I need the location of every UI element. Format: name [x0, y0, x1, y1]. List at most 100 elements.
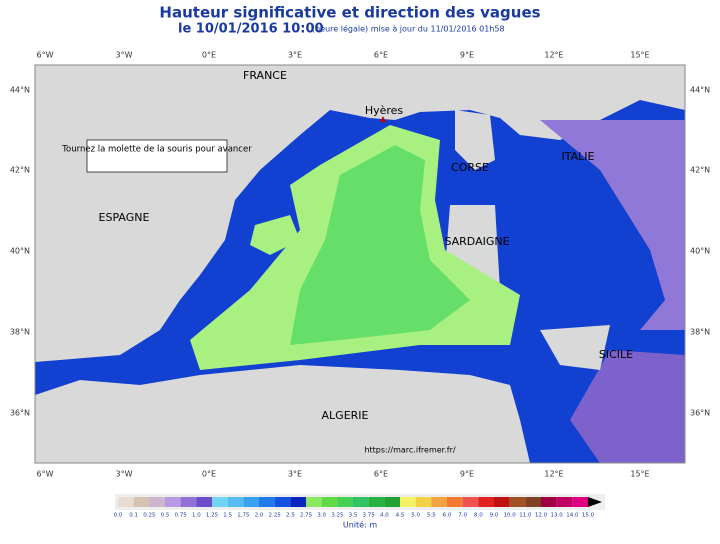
- legend-label: 7.0: [458, 513, 467, 519]
- legend-swatch: [431, 497, 447, 507]
- lon-label: 3°E: [288, 51, 302, 60]
- legend-label: 2.75: [300, 513, 313, 519]
- lat-label: 42°N: [690, 166, 710, 175]
- note: Tournez la molette de la souris pour ava…: [61, 145, 252, 155]
- legend-label: 10.0: [504, 513, 517, 519]
- legend-label: 0.1: [129, 513, 138, 519]
- legend-label: 3.75: [363, 513, 376, 519]
- legend-label: 0.25: [143, 513, 156, 519]
- lon-label: 9°E: [460, 51, 474, 60]
- ionian: [570, 350, 685, 463]
- lat-label: 38°N: [690, 328, 710, 337]
- legend-swatch: [118, 497, 134, 507]
- legend-swatch: [243, 497, 259, 507]
- place-label: CORSE: [451, 161, 489, 174]
- lat-label: 36°N: [10, 409, 30, 418]
- legend-label: 0.0: [114, 513, 123, 519]
- title: Hauteur significative et direction des v…: [159, 4, 540, 22]
- legend-arrow: [588, 497, 602, 507]
- lat-label: 44°N: [10, 86, 30, 95]
- land-north: [35, 65, 685, 362]
- lon-label: 0°E: [202, 470, 216, 479]
- map-frame: [34, 64, 686, 464]
- legend-swatch: [321, 497, 338, 507]
- hyeres-marker: [380, 116, 386, 122]
- legend-label: 3.5: [349, 513, 358, 519]
- lon-label: 12°E: [544, 470, 563, 479]
- legend-swatch: [165, 497, 181, 507]
- legend-label: 5.0: [411, 513, 420, 519]
- source: https://marc.ifremer.fr/: [364, 446, 455, 455]
- legend-label: 1.25: [206, 513, 219, 519]
- lon-label: 3°W: [116, 51, 133, 60]
- legend-label: 9.0: [490, 513, 499, 519]
- date: le 10/01/2016 10:00: [178, 22, 324, 37]
- legend-swatch: [541, 497, 557, 507]
- legend-swatch: [494, 497, 510, 507]
- lon-label: 6°E: [374, 51, 388, 60]
- lat-label: 40°N: [10, 247, 30, 256]
- lat-label: 38°N: [10, 328, 30, 337]
- legend-label: 3.25: [331, 513, 344, 519]
- legend-label: 5.5: [427, 513, 436, 519]
- legend-swatch: [306, 497, 322, 507]
- wave-west: [250, 215, 300, 255]
- lon-label: 6°E: [374, 470, 388, 479]
- legend-label: 4.5: [396, 513, 405, 519]
- corse: [455, 110, 495, 170]
- legend-label: 1.5: [223, 513, 232, 519]
- tyrrhenian-east: [540, 120, 685, 330]
- lon-label: 15°E: [630, 51, 649, 60]
- lon-label: 3°W: [116, 470, 133, 479]
- legend-label: 3.0: [317, 513, 326, 519]
- place-label: ALGERIE: [322, 409, 369, 422]
- legend-swatch: [196, 497, 212, 507]
- legend-swatch: [180, 497, 197, 507]
- legend-swatch: [400, 497, 416, 507]
- place-label: Hyères: [365, 104, 404, 117]
- legend-swatch: [337, 497, 353, 507]
- legend-label: 14.0: [566, 513, 579, 519]
- legend-label: 1.0: [192, 513, 201, 519]
- lat-label: 40°N: [690, 247, 710, 256]
- legend-swatch: [212, 497, 228, 507]
- legend-swatch: [572, 497, 588, 507]
- legend-swatch: [274, 497, 291, 507]
- note-box: [86, 139, 228, 173]
- lon-label: 3°E: [288, 470, 302, 479]
- sicile: [540, 325, 610, 370]
- lon-label: 15°E: [630, 470, 649, 479]
- lon-label: 12°E: [544, 51, 563, 60]
- legend-label: 0.5: [161, 513, 170, 519]
- legend-label: 0.75: [175, 513, 188, 519]
- update: (heure légale) mise à jour du 11/01/2016…: [312, 24, 505, 34]
- lon-label: 9°E: [460, 470, 474, 479]
- legend-swatch: [384, 497, 400, 507]
- lat-label: 44°N: [690, 86, 710, 95]
- legend-swatch: [290, 497, 306, 507]
- legend-swatch: [415, 497, 432, 507]
- legend-label: 13.0: [551, 513, 564, 519]
- legend-swatch: [149, 497, 165, 507]
- lon-label: 6°W: [37, 470, 54, 479]
- legend-swatch: [133, 497, 150, 507]
- place-label: SARDAIGNE: [444, 235, 509, 248]
- legend-swatch: [227, 497, 244, 507]
- legend-label: 12.0: [535, 513, 548, 519]
- legend-swatch: [478, 497, 494, 507]
- legend-label: 6.0: [443, 513, 452, 519]
- legend-swatch: [447, 497, 463, 507]
- legend-swatch: [525, 497, 541, 507]
- legend-swatch: [509, 497, 526, 507]
- legend-unit: Unité: m: [343, 520, 377, 530]
- place-label: ESPAGNE: [99, 211, 150, 224]
- legend-label: 8.0: [474, 513, 483, 519]
- legend-label: 11.0: [519, 513, 532, 519]
- legend-swatch: [462, 497, 479, 507]
- place-label: ITALIE: [562, 150, 595, 163]
- lat-label: 42°N: [10, 166, 30, 175]
- legend-label: 4.0: [380, 513, 389, 519]
- lon-label: 0°E: [202, 51, 216, 60]
- legend-swatch: [353, 497, 369, 507]
- legend-swatch: [556, 497, 573, 507]
